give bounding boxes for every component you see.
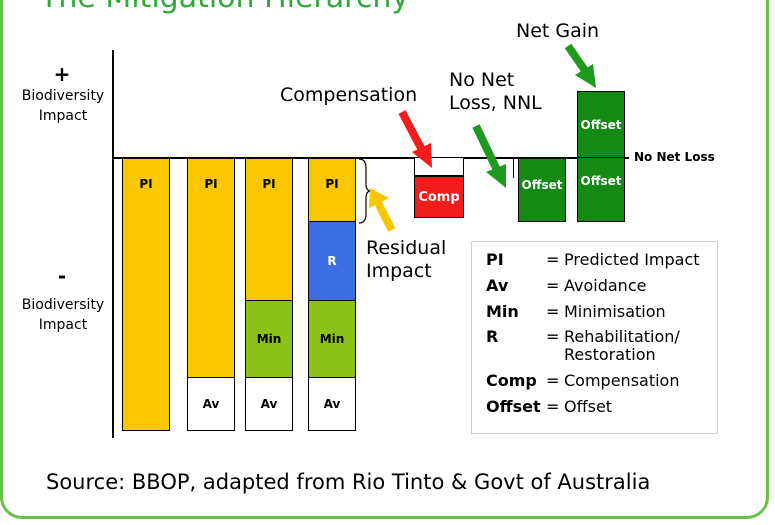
page-title: The Mitigation Hierarchy: [40, 0, 409, 15]
bar-3-pi-segment: PI: [245, 158, 293, 301]
plus-sign: +: [53, 62, 71, 86]
net-gain-label: Net Gain: [516, 20, 600, 42]
bar-3-av-segment: Av: [245, 377, 293, 431]
residual-arrow-icon: [369, 188, 396, 232]
no-net-loss-baseline-label: No Net Loss: [634, 150, 715, 164]
negative-impact-label: Biodiversity Impact: [21, 297, 105, 333]
compensation-label: Compensation: [280, 84, 418, 106]
bar-4-av-segment: Av: [308, 377, 356, 431]
source-caption: Source: BBOP, adapted from Rio Tinto & G…: [46, 470, 651, 494]
bar-2-av-segment: Av: [187, 377, 235, 431]
legend: PI = Predicted Impact Av = Avoidance Min = Min…: [471, 241, 718, 434]
residual-impact-label: Residual Impact: [366, 237, 447, 282]
comp-segment: Comp: [414, 176, 464, 218]
compensation-arrow-icon: [398, 110, 432, 168]
net-gain-arrow-icon: [564, 43, 596, 88]
bar-1-pi-segment: PI: [122, 158, 170, 431]
baseline-axis: [112, 157, 629, 159]
offset-gain-lower-segment: Offset: [577, 157, 625, 222]
positive-impact-label: Biodiversity Impact: [21, 88, 105, 124]
bar-2-pi-segment: PI: [187, 158, 235, 378]
offset-nnl-outline: [513, 158, 521, 178]
no-net-loss-label: No Net Loss, NNL: [449, 69, 542, 114]
nnl-arrow-icon: [472, 124, 506, 188]
minus-sign: -: [57, 264, 67, 288]
offset-nnl-segment: Offset: [518, 158, 566, 222]
bar-3-min-segment: Min: [245, 300, 293, 378]
offset-gain-upper-segment: Offset: [577, 91, 625, 158]
bar-4-pi-segment: PI: [308, 158, 356, 222]
bar-4-r-segment: R: [308, 221, 356, 301]
y-axis: [112, 50, 114, 438]
